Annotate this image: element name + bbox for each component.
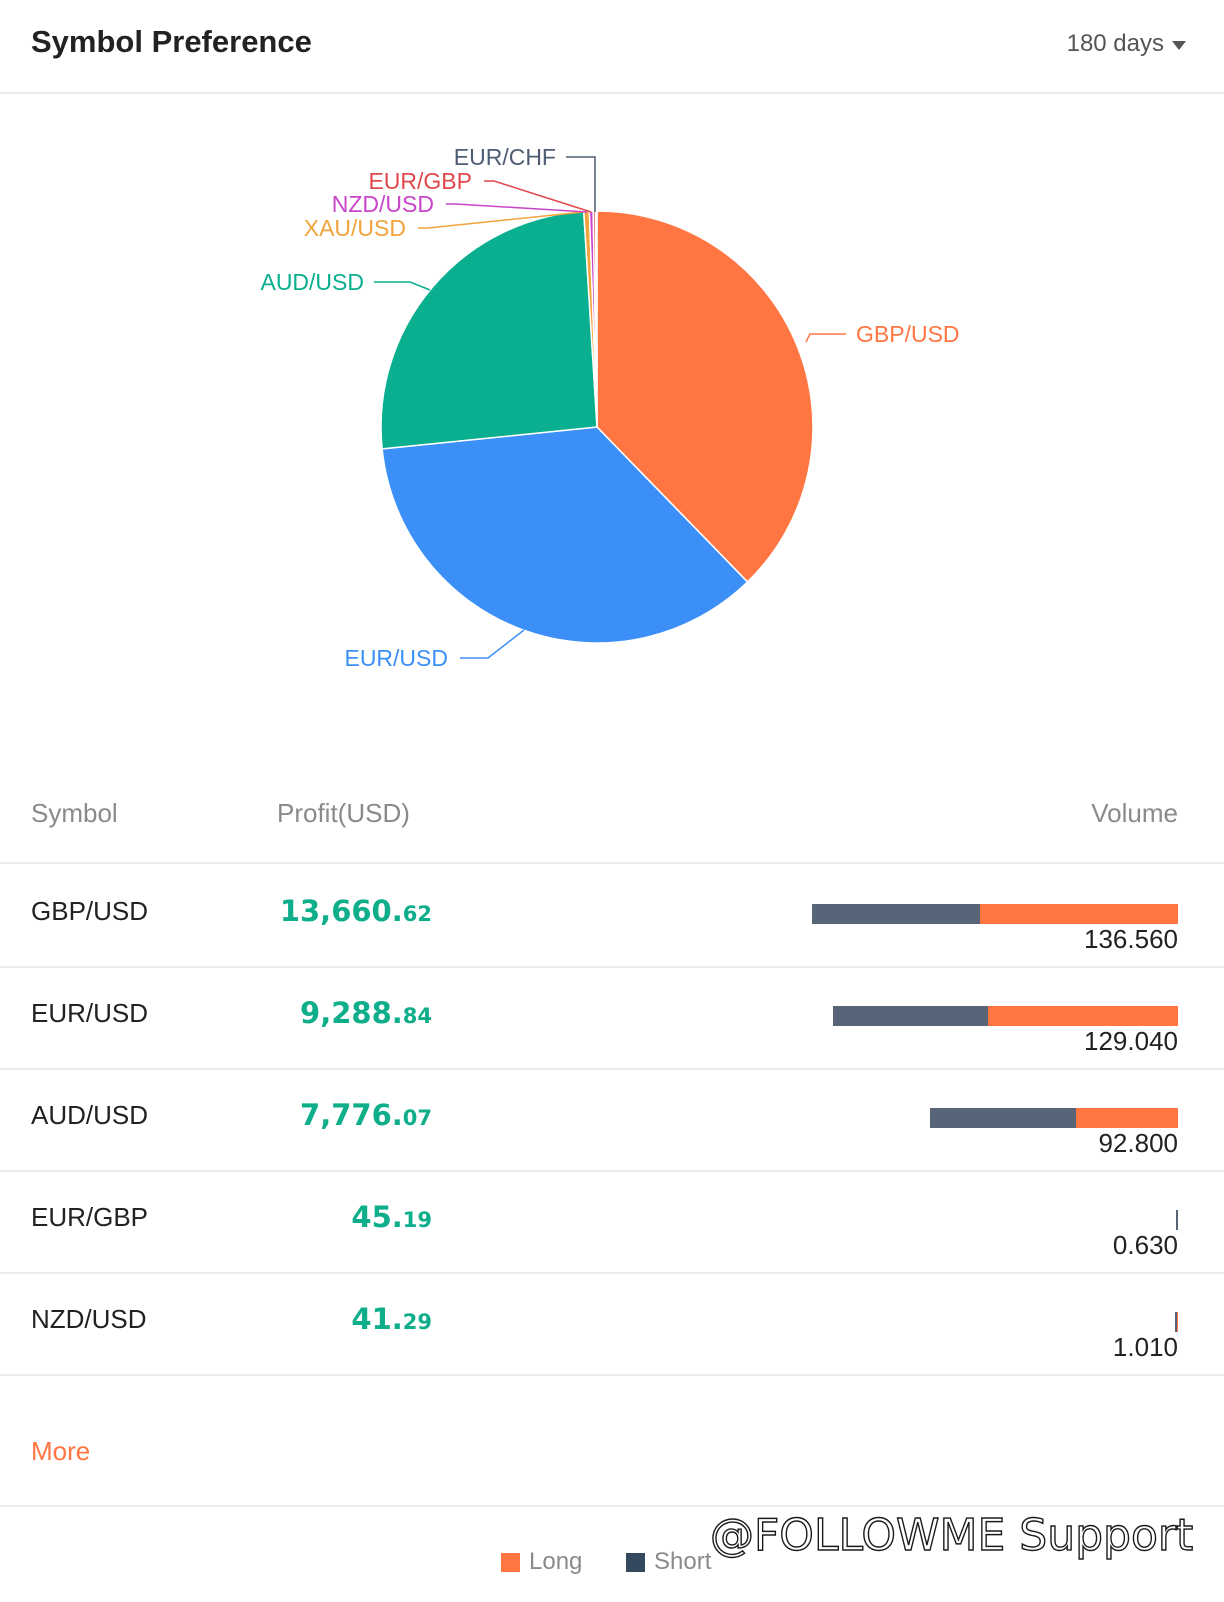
profit-value: 41.29 (351, 1302, 432, 1336)
period-dropdown[interactable]: 180 days (1066, 30, 1164, 57)
card-header: Symbol Preference 180 days (0, 0, 1224, 94)
volume-bar (1175, 1312, 1178, 1332)
divider (0, 1505, 1224, 1507)
profit-value: 9,288.84 (300, 996, 432, 1030)
volume-bar (812, 904, 1178, 924)
pie-label-aud-usd: AUD/USD (260, 269, 364, 295)
table-row[interactable]: GBP/USD 13,660.62 136.560 (0, 864, 1224, 968)
pie-label-line-aud-usd (374, 281, 431, 291)
caret-down-icon[interactable] (1172, 41, 1186, 50)
symbol-name: EUR/GBP (31, 1202, 149, 1232)
pie-label-line-gbp-usd (805, 333, 846, 343)
short-volume-bar (812, 904, 981, 924)
profit-value: 13,660.62 (279, 894, 432, 928)
legend-long[interactable]: Long (501, 1548, 582, 1576)
profit-value: 45.19 (351, 1200, 432, 1234)
volume-value: 0.630 (1112, 1230, 1178, 1260)
symbol-name: GBP/USD (31, 896, 149, 926)
short-volume-bar (833, 1006, 989, 1026)
volume-bar (1176, 1210, 1178, 1230)
volume-value: 136.560 (1084, 924, 1178, 954)
pie-slice-aud-usd[interactable] (380, 210, 598, 450)
page-title: Symbol Preference (31, 24, 312, 59)
legend-short-label: Short (654, 1548, 712, 1575)
symbol-name: AUD/USD (31, 1100, 149, 1130)
watermark: @FOLLOWME Support (709, 1509, 1194, 1561)
legend-short[interactable]: Short (626, 1548, 711, 1576)
symbol-name: NZD/USD (31, 1304, 147, 1334)
short-volume-bar (930, 1108, 1077, 1128)
pie-label-xau-usd: XAU/USD (304, 215, 406, 241)
pie-label-nzd-usd: NZD/USD (332, 191, 434, 217)
table-header: Symbol Profit(USD) Volume (0, 778, 1224, 864)
volume-value: 92.800 (1098, 1128, 1178, 1158)
pie-label-line-eur-gbp (484, 180, 592, 213)
pie-label-line-xau-usd (418, 211, 584, 229)
volume-value: 129.040 (1084, 1026, 1178, 1056)
volume-column-header: Volume (1091, 798, 1178, 828)
long-volume-bar (1076, 1108, 1178, 1128)
volume-value: 1.010 (1112, 1332, 1178, 1362)
volume-bar (930, 1108, 1178, 1128)
short-volume-bar (1176, 1210, 1178, 1230)
table-row[interactable]: EUR/USD 9,288.84 129.040 (0, 966, 1224, 1070)
pie-label-line-nzd-usd (446, 203, 588, 213)
more-link[interactable]: More (31, 1436, 91, 1466)
symbol-column-header: Symbol (31, 798, 118, 828)
long-swatch (501, 1552, 520, 1572)
table-row[interactable]: AUD/USD 7,776.07 92.800 (0, 1068, 1224, 1172)
legend-long-label: Long (529, 1548, 583, 1575)
pie-label-eur-chf: EUR/CHF (454, 144, 556, 170)
table-row[interactable]: EUR/GBP 45.19 0.630 (0, 1170, 1224, 1274)
profit-column-header: Profit(USD) (277, 798, 410, 828)
pie-label-line-eur-usd (460, 629, 525, 659)
symbol-name: EUR/USD (31, 998, 149, 1028)
long-volume-bar (980, 904, 1178, 924)
short-volume-bar (1175, 1312, 1177, 1332)
pie-label-eur-gbp: EUR/GBP (368, 168, 472, 194)
symbol-pie-chart: GBP/USD EUR/USD AUD/USD XAU/USDNZD/USDEUR/G… (260, 144, 960, 671)
pie-label-line-eur-chf (566, 156, 596, 212)
volume-bar (833, 1006, 1178, 1026)
pie-label-gbp-usd: GBP/USD (856, 321, 960, 347)
pie-slice-gbp-usd[interactable] (596, 210, 814, 583)
pie-label-eur-usd: EUR/USD (344, 645, 448, 671)
short-swatch (626, 1552, 645, 1572)
profit-value: 7,776.07 (300, 1098, 432, 1132)
long-volume-bar (1176, 1312, 1178, 1332)
long-volume-bar (988, 1006, 1178, 1026)
table-row[interactable]: NZD/USD 41.29 1.010 (0, 1272, 1224, 1376)
